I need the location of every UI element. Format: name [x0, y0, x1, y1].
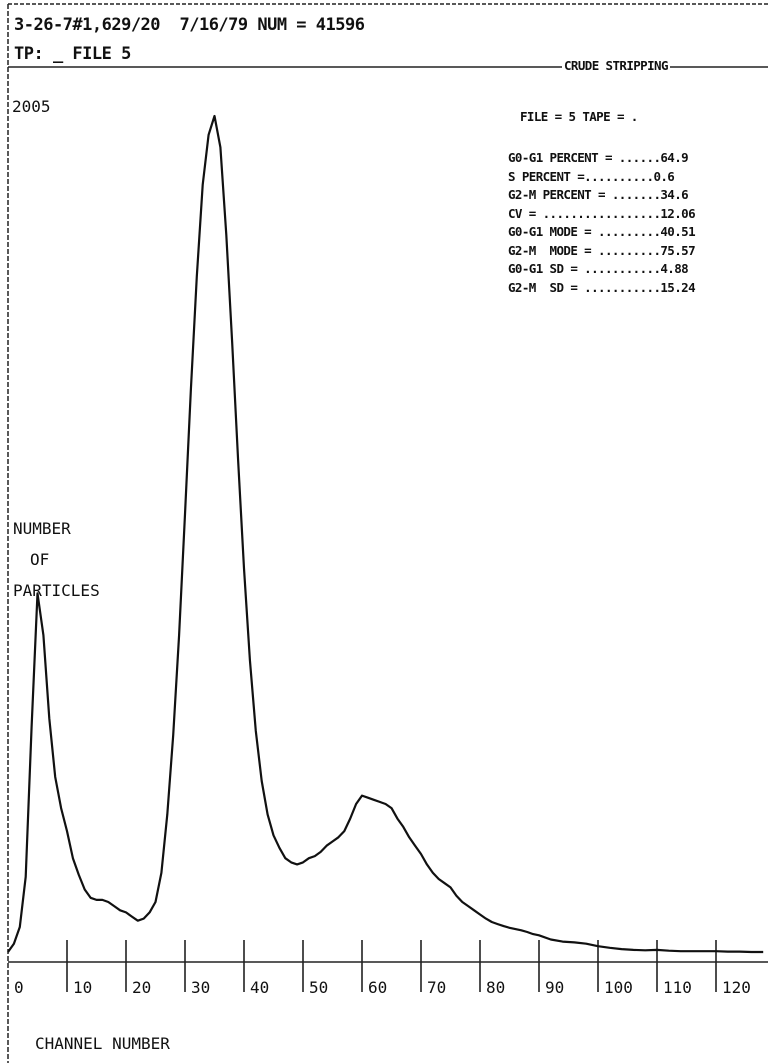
- x-tick-label: 50: [309, 978, 328, 997]
- x-tick-label: 70: [427, 978, 446, 997]
- y-max-label: 2005: [12, 97, 51, 116]
- x-tick-label: 20: [132, 978, 151, 997]
- y-axis-label-line-3: PARTICLES: [13, 581, 100, 600]
- header-line-1: 3-26-7#1,629/20 7/16/79 NUM = 41596: [14, 15, 365, 35]
- x-tick-label: 40: [250, 978, 269, 997]
- x-axis-ticks: [66, 940, 717, 992]
- x-axis-label: CHANNEL NUMBER: [35, 1034, 170, 1053]
- report-title: CRUDE STRIPPING: [562, 58, 670, 73]
- report-file-line: FILE = 5 TAPE = .: [520, 109, 638, 124]
- x-tick-label: 80: [486, 978, 505, 997]
- stat-line: G2-M MODE = .........75.57: [508, 242, 696, 258]
- stat-line: CV = .................12.06: [508, 205, 696, 221]
- x-tick-label: 10: [73, 978, 92, 997]
- stat-line: G0-G1 SD = ...........4.88: [508, 261, 689, 276]
- x-axis-tick-labels: 0 10 20 30 40 50 60 70 80 90 100 110 120: [14, 978, 751, 997]
- histogram-line: [7, 114, 764, 954]
- x-tick-label: 90: [545, 978, 564, 997]
- x-tick-label: 60: [368, 978, 387, 997]
- y-axis-label-line-2: OF: [30, 550, 50, 569]
- y-axis-label-line-1: NUMBER: [13, 519, 71, 538]
- x-tick-label: 100: [604, 978, 633, 997]
- stat-line: G2-M SD = ...........15.24: [508, 279, 696, 295]
- stat-line: G2-M PERCENT = .......34.6: [508, 187, 689, 202]
- x-tick-label: 0: [14, 978, 24, 997]
- x-tick-label: 30: [191, 978, 210, 997]
- stat-line: G0-G1 MODE = .........40.51: [508, 224, 696, 239]
- stat-line: S PERCENT =..........0.6: [508, 168, 675, 184]
- header-line-2: TP: _ FILE 5: [14, 44, 131, 64]
- x-tick-label: 120: [722, 978, 751, 997]
- x-tick-label: 110: [663, 978, 692, 997]
- stat-line: G0-G1 PERCENT = ......64.9: [508, 150, 689, 165]
